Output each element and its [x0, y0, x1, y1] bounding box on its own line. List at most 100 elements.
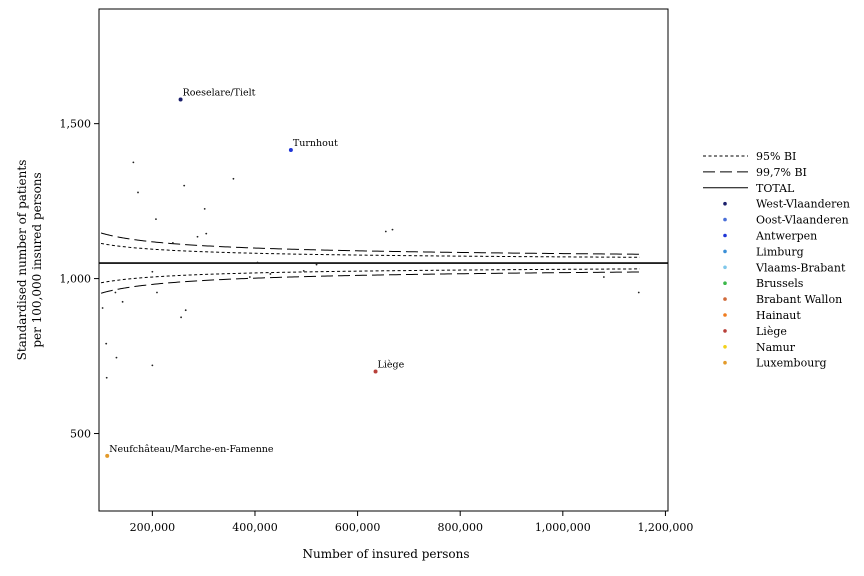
data-point	[137, 191, 139, 194]
legend-label: Liège	[756, 325, 787, 338]
plot-frame	[98, 8, 669, 512]
legend-swatch-dot	[723, 249, 727, 254]
data-point	[156, 291, 158, 294]
data-point	[171, 242, 174, 244]
bi997-lower-limit	[100, 271, 640, 294]
data-point	[184, 309, 187, 312]
data-point	[232, 177, 235, 180]
x-tick-label: 1,200,000	[637, 521, 693, 534]
legend-label: Luxembourg	[756, 357, 827, 370]
data-point	[384, 230, 387, 233]
legend-item: Hainaut	[723, 309, 801, 322]
data-point	[315, 263, 318, 266]
data-point	[269, 273, 272, 275]
data-point	[155, 218, 157, 220]
legend-item: 95% BI	[703, 150, 796, 163]
legend-swatch-dot	[723, 217, 727, 222]
data-point	[248, 276, 251, 278]
data-point	[132, 161, 135, 164]
bi95-upper-limit	[100, 242, 640, 258]
legend-item: Oost-Vlaanderen	[723, 214, 849, 227]
x-tick-label: 1,000,000	[535, 521, 591, 534]
x-tick-label: 600,000	[335, 521, 381, 534]
y-axis-title: Standardised number of patients per 100,…	[15, 160, 44, 361]
y-tick-label: 1,500	[60, 118, 92, 131]
legend-label: TOTAL	[756, 182, 795, 195]
legend-swatch-dot	[723, 201, 727, 206]
legend-swatch-dot	[723, 265, 727, 270]
legend-label: Antwerpen	[755, 230, 817, 243]
legend-label: Brussels	[756, 277, 804, 290]
legend-item: Luxembourg	[723, 357, 827, 370]
legend-label: Vlaams-Brabant	[755, 261, 846, 274]
legend-label: 95% BI	[756, 150, 796, 163]
point-label: Liège	[378, 360, 405, 371]
legend-swatch-dot	[723, 297, 727, 301]
point-label: Roeselare/Tielt	[183, 87, 256, 98]
y-tick-label: 500	[70, 428, 91, 441]
legend-swatch-dot	[723, 329, 727, 333]
legend-item: Vlaams-Brabant	[723, 261, 846, 274]
data-points	[101, 97, 640, 458]
point-label: Turnhout	[293, 138, 338, 149]
legend-item: TOTAL	[703, 182, 795, 195]
y-axis-title-line-2: per 100,000 insured persons	[30, 172, 44, 347]
legend-label: 99,7% BI	[756, 166, 807, 179]
legend-label: Hainaut	[756, 309, 801, 322]
labeled-data-point	[178, 97, 183, 102]
legend-swatch-dot	[723, 313, 727, 317]
legend-label: Limburg	[756, 245, 804, 258]
legend: 95% BI 99,7% BI TOTAL West-Vlaanderen Oost-V…	[703, 150, 850, 370]
data-point	[302, 269, 305, 272]
labeled-data-point	[288, 147, 293, 152]
legend-swatch-dot	[723, 233, 727, 238]
y-axis-title-line-1: Standardised number of patients	[15, 160, 29, 361]
legend-item: Limburg	[723, 245, 804, 258]
data-point	[183, 184, 186, 187]
legend-item: Antwerpen	[723, 230, 817, 243]
y-tick-label: 1,000	[60, 273, 92, 286]
data-point	[180, 316, 182, 319]
x-tick-label: 400,000	[232, 521, 278, 534]
data-point	[105, 376, 108, 379]
data-point	[115, 356, 118, 359]
x-axis-title: Number of insured persons	[303, 547, 470, 561]
legend-item: Brabant Wallon	[723, 293, 842, 306]
x-tick-label: 200,000	[130, 521, 176, 534]
point-label: Neufchâteau/Marche-en-Famenne	[109, 444, 274, 455]
legend-swatch-dot	[723, 345, 727, 349]
confidence-limit-curves	[99, 232, 668, 294]
data-point	[637, 291, 640, 294]
legend-item: Namur	[723, 341, 796, 354]
data-point	[114, 291, 117, 294]
legend-label: Oost-Vlaanderen	[756, 214, 849, 227]
legend-item: Liège	[723, 325, 787, 338]
point-annotations: Roeselare/Tielt Turnhout Liège Neufchâteau/…	[109, 87, 404, 454]
data-point	[121, 300, 124, 303]
x-axis: 200,000 400,000 600,000 800,000 1,000,000 1,2…	[130, 511, 693, 534]
y-axis: 500 1,000 1,500	[60, 118, 99, 441]
bi997-upper-limit	[100, 232, 640, 255]
data-point	[151, 270, 154, 273]
legend-item: 99,7% BI	[703, 166, 807, 179]
data-point	[105, 342, 108, 345]
data-point	[391, 228, 394, 231]
legend-item: West-Vlaanderen	[723, 198, 850, 211]
data-point	[602, 276, 605, 278]
legend-label: West-Vlaanderen	[756, 198, 850, 211]
x-tick-label: 800,000	[437, 521, 483, 534]
data-point	[101, 307, 104, 309]
data-point	[203, 207, 206, 210]
legend-swatch-dot	[723, 360, 727, 365]
bi95-lower-limit	[100, 268, 640, 284]
legend-label: Namur	[756, 341, 796, 354]
data-point	[196, 235, 199, 238]
legend-item: Brussels	[723, 277, 804, 290]
labeled-data-point	[373, 369, 378, 374]
data-point	[256, 261, 259, 264]
labeled-data-point	[105, 453, 110, 458]
legend-label: Brabant Wallon	[756, 293, 842, 306]
legend-swatch-dot	[723, 281, 727, 286]
data-point	[205, 232, 208, 235]
